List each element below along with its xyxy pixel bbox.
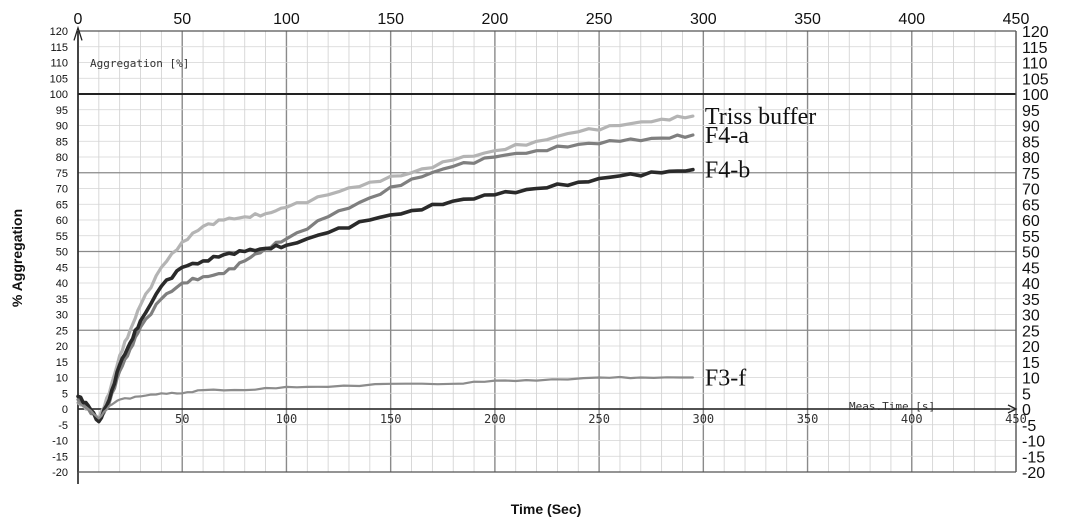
left-y-tick-label: -20 [52,467,68,479]
left-y-tick-label: 115 [50,42,68,54]
left-y-tick-label: 80 [56,152,68,164]
x-axis-title: Time (Sec) [511,501,582,517]
inner-x-tick-label: 450 [1005,412,1027,426]
series-label-f4-a: F4-a [705,123,749,149]
right-y-tick-label: 25 [1022,323,1040,340]
inner-x-tick-label: 100 [276,412,298,426]
right-y-tick-label: 115 [1022,40,1048,57]
inner-x-tick-label: 200 [484,412,506,426]
right-y-tick-label: 0 [1022,402,1031,419]
left-y-tick-label: 20 [56,341,68,353]
series-line-f3-f [76,375,694,420]
y-axis-arrow [73,25,83,41]
right-y-tick-label: 45 [1022,260,1040,277]
right-y-tick-label: -10 [1022,434,1045,451]
left-y-tick-label: 15 [56,357,68,369]
left-y-tick-label: 25 [56,325,68,337]
series-line-triss-buffer [76,114,695,420]
axes [73,25,1018,484]
right-y-tick-label: 65 [1022,197,1040,214]
left-y-tick-label: -5 [58,420,68,432]
right-y-tick-label: 5 [1022,386,1031,403]
left-y-tick-label: 100 [50,89,68,101]
top-x-tick-label: 100 [273,11,300,28]
right-y-tick-label: 50 [1022,245,1040,262]
right-y-tick-label: 75 [1022,166,1040,183]
left-y-tick-label: 105 [50,73,68,85]
left-y-tick-label: 30 [56,310,68,322]
inner-x-tick-label: 150 [380,412,402,426]
series-label-triss-buffer: Triss buffer [705,104,816,130]
top-x-tick-label: 50 [173,11,191,28]
left-y-tick-label: 5 [62,388,68,400]
top-x-tick-label: 200 [482,11,509,28]
right-y-tick-label: 55 [1022,229,1040,246]
left-y-tick-label: 50 [56,247,68,259]
left-y-tick-label: 40 [56,278,68,290]
inner-x-axis-label: Meas.Time [s] [849,400,935,413]
left-y-tick-label: 120 [50,26,68,38]
y-axis-title: % Aggregation [9,209,25,307]
left-y-tick-label: 90 [56,121,68,133]
left-y-tick-label: 45 [56,262,68,274]
series-label-f4-b: F4-b [705,158,750,184]
right-y-tick-label: 10 [1022,371,1040,388]
right-y-tick-label: 95 [1022,103,1040,120]
top-x-tick-label: 0 [74,11,83,28]
right-y-tick-label: 15 [1022,355,1040,372]
top-x-tick-label: 150 [377,11,404,28]
right-y-tick-label: 100 [1022,87,1049,104]
left-y-tick-label: 0 [62,404,68,416]
right-y-tick-label: 70 [1022,182,1040,199]
series-lines [76,114,695,424]
right-y-tick-label: 90 [1022,119,1040,136]
right-y-tick-label: -20 [1022,465,1045,482]
right-y-tick-label: 60 [1022,213,1040,230]
right-y-tick-label: 40 [1022,276,1040,293]
inner-axis-arrow [1007,404,1018,414]
top-x-tick-label: 400 [898,11,925,28]
left-y-tick-label: 75 [56,168,68,180]
left-y-tick-label: 65 [56,199,68,211]
series-line-f4-b [76,167,695,424]
left-y-tick-label: 60 [56,215,68,227]
inner-x-tick-label: 400 [901,412,923,426]
right-y-tick-label: -5 [1022,418,1036,435]
top-x-tick-label: 350 [794,11,821,28]
series-label-f3-f: F3-f [705,366,746,392]
top-x-tick-label: 250 [586,11,613,28]
right-y-tick-label: 85 [1022,134,1040,151]
right-y-tick-label: -15 [1022,449,1045,466]
left-y-tick-label: 35 [56,294,68,306]
left-y-tick-label: 110 [50,58,68,70]
right-y-tick-label: 30 [1022,308,1040,325]
left-y-tick-label: 55 [56,231,68,243]
right-y-tick-label: 35 [1022,292,1040,309]
inner-x-tick-label: 50 [175,412,189,426]
inner-x-tick-label: 250 [588,412,610,426]
left-y-tick-label: 70 [56,184,68,196]
inner-x-tick-label: 300 [692,412,714,426]
left-y-tick-label: -10 [52,436,68,448]
left-y-tick-label: 85 [56,136,68,148]
right-y-tick-label: 120 [1022,24,1049,41]
top-x-tick-label: 300 [690,11,717,28]
inner-y-axis-label: Aggregation [%] [90,57,189,70]
right-y-tick-label: 105 [1022,71,1049,88]
left-y-tick-label: 10 [56,373,68,385]
right-y-tick-label: 80 [1022,150,1040,167]
left-y-tick-label: 95 [56,105,68,117]
left-y-tick-label: -15 [52,451,68,463]
right-y-tick-label: 110 [1022,56,1048,73]
inner-x-tick-label: 350 [797,412,819,426]
right-y-tick-label: 20 [1022,339,1040,356]
top-x-tick-label: 450 [1003,11,1030,28]
